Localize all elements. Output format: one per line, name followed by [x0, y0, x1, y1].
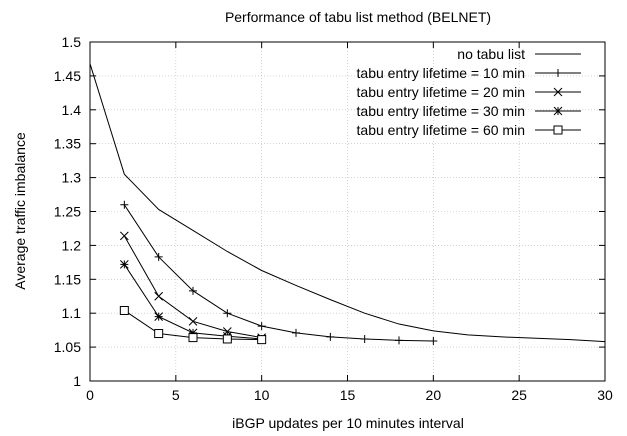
- y-tick-label: 1.35: [54, 136, 81, 152]
- legend-label: tabu entry lifetime = 10 min: [357, 65, 525, 81]
- legend-item-1: no tabu list: [457, 46, 581, 62]
- data-point-plus: [292, 328, 300, 337]
- data-point-cross: [553, 87, 563, 97]
- data-point-plus: [154, 252, 163, 261]
- data-point-plus: [189, 286, 197, 295]
- data-point-square: [222, 334, 232, 344]
- data-point-square: [154, 329, 164, 339]
- y-tick-label: 1.4: [62, 102, 82, 118]
- y-tick-label: 1.2: [62, 237, 82, 253]
- data-point-square: [257, 335, 267, 345]
- series-3: [119, 231, 267, 342]
- y-axis-label: Average traffic imbalance: [12, 132, 28, 290]
- legend-item-5: tabu entry lifetime = 60 min: [357, 122, 581, 138]
- legend-item-3: tabu entry lifetime = 20 min: [357, 84, 581, 100]
- data-point-star: [119, 260, 129, 269]
- series-5: [119, 305, 267, 345]
- data-point-cross: [119, 231, 129, 241]
- series-4: [119, 260, 267, 344]
- legend-label: tabu entry lifetime = 20 min: [357, 84, 525, 100]
- x-tick-label: 20: [426, 387, 442, 403]
- y-tick-label: 1: [73, 373, 81, 389]
- data-point-plus: [360, 334, 369, 343]
- y-tick-label: 1.5: [62, 34, 82, 50]
- legend-label: tabu entry lifetime = 60 min: [357, 122, 525, 138]
- y-tick-label: 1.1: [62, 305, 82, 321]
- data-point-plus: [395, 336, 403, 345]
- data-point-plus: [120, 200, 129, 209]
- grid: [90, 42, 605, 381]
- x-axis-label: iBGP updates per 10 minutes interval: [232, 415, 464, 431]
- y-tick-label: 1.3: [62, 170, 82, 186]
- axis-ticks: 0 5 10 15 20 25 30 1 1.05 1.1 1.15 1.2 1.25 1.3 1.35 1.…: [54, 34, 613, 403]
- y-tick-label: 1.25: [54, 204, 81, 220]
- series-layer: [89, 63, 606, 345]
- series-line: [123, 204, 434, 342]
- data-point-plus: [257, 322, 266, 331]
- data-point-star: [553, 106, 563, 116]
- data-point-plus: [326, 332, 335, 341]
- series-line: [123, 235, 262, 339]
- x-tick-label: 5: [172, 387, 180, 403]
- legend-item-2: tabu entry lifetime = 10 min: [357, 65, 581, 81]
- x-tick-label: 25: [511, 387, 527, 403]
- x-tick-label: 10: [254, 387, 270, 403]
- data-point-star: [188, 328, 198, 338]
- chart-title: Performance of tabu list method (BELNET): [225, 9, 491, 25]
- series-line: [89, 63, 606, 343]
- data-point-star: [154, 312, 164, 321]
- y-tick-label: 1.05: [54, 339, 81, 355]
- legend-item-4: tabu entry lifetime = 30 min: [357, 103, 581, 119]
- x-tick-label: 30: [597, 387, 613, 403]
- legend: no tabu list tabu entry lifetime = 10 min…: [357, 46, 581, 138]
- data-point-cross: [188, 316, 198, 326]
- data-point-cross: [154, 291, 164, 301]
- x-tick-label: 0: [86, 387, 94, 403]
- data-point-plus: [223, 309, 232, 318]
- legend-label: tabu entry lifetime = 30 min: [357, 103, 525, 119]
- legend-label: no tabu list: [457, 46, 525, 62]
- data-point-square: [119, 305, 129, 315]
- data-point-plus: [429, 336, 438, 345]
- series-2: [120, 200, 438, 345]
- x-tick-label: 15: [340, 387, 356, 403]
- data-point-plus: [554, 69, 562, 77]
- series-line: [123, 264, 262, 340]
- series-1: [89, 63, 606, 343]
- y-tick-label: 1.15: [54, 271, 81, 287]
- y-tick-label: 1.45: [54, 68, 81, 84]
- data-point-square: [188, 333, 198, 343]
- data-point-square: [553, 125, 563, 135]
